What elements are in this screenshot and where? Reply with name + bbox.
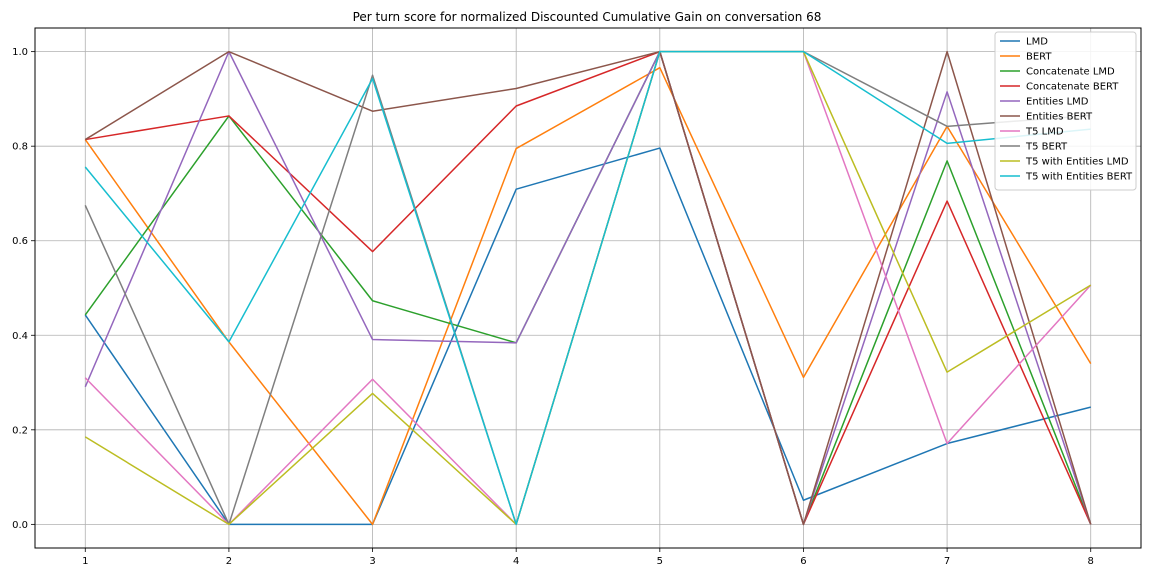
legend-box: [994, 31, 1137, 191]
series-lines: [84, 50, 1092, 526]
legend-label: LMD: [1026, 37, 1048, 48]
legend-label: Entities BERT: [1026, 112, 1093, 123]
series-line-bert: [84, 66, 1092, 526]
x-tick-label: 5: [657, 556, 663, 567]
y-tick-label: 1.0: [12, 47, 28, 58]
y-tick-label: 0.0: [12, 520, 28, 531]
y-tick-label: 0.4: [12, 331, 28, 342]
legend-label: BERT: [1026, 52, 1052, 63]
series-line-entities-lmd: [84, 50, 1092, 526]
axes: 1 2 3 4 5 6 7 8 0.0 0.2 0.4 0.6 0.8 1.0: [12, 47, 1094, 567]
legend-label: T5 with Entities BERT: [1025, 172, 1133, 183]
y-tick-label: 0.2: [12, 425, 28, 436]
x-tick-label: 2: [226, 556, 232, 567]
x-tick-label: 4: [513, 556, 519, 567]
series-line-concatenate-bert: [85, 50, 1092, 526]
legend-label: Concatenate LMD: [1026, 67, 1115, 78]
series-line-t5-with-entities-bert: [84, 50, 1091, 526]
series-line-entities-bert: [84, 50, 1092, 526]
legend: LMD BERT Concatenate LMD Concatenate BERT En…: [994, 31, 1137, 191]
grid: [35, 28, 1141, 548]
legend-label: T5 LMD: [1025, 127, 1064, 138]
x-tick-label: 6: [800, 556, 806, 567]
legend-label: T5 with Entities LMD: [1025, 157, 1129, 168]
series-line-lmd: [84, 147, 1091, 526]
x-tick-label: 1: [82, 556, 88, 567]
y-tick-label: 0.6: [12, 236, 28, 247]
x-tick-label: 8: [1088, 556, 1094, 567]
legend-label: Concatenate BERT: [1026, 82, 1119, 93]
legend-label: Entities LMD: [1026, 97, 1089, 108]
plot-area-frame: [34, 27, 1142, 549]
x-tick-label: 7: [944, 556, 950, 567]
y-tick-label: 0.8: [12, 142, 28, 153]
legend-label: T5 BERT: [1025, 142, 1068, 153]
chart-title: Per turn score for normalized Discounted…: [353, 10, 822, 24]
x-tick-label: 3: [369, 556, 375, 567]
